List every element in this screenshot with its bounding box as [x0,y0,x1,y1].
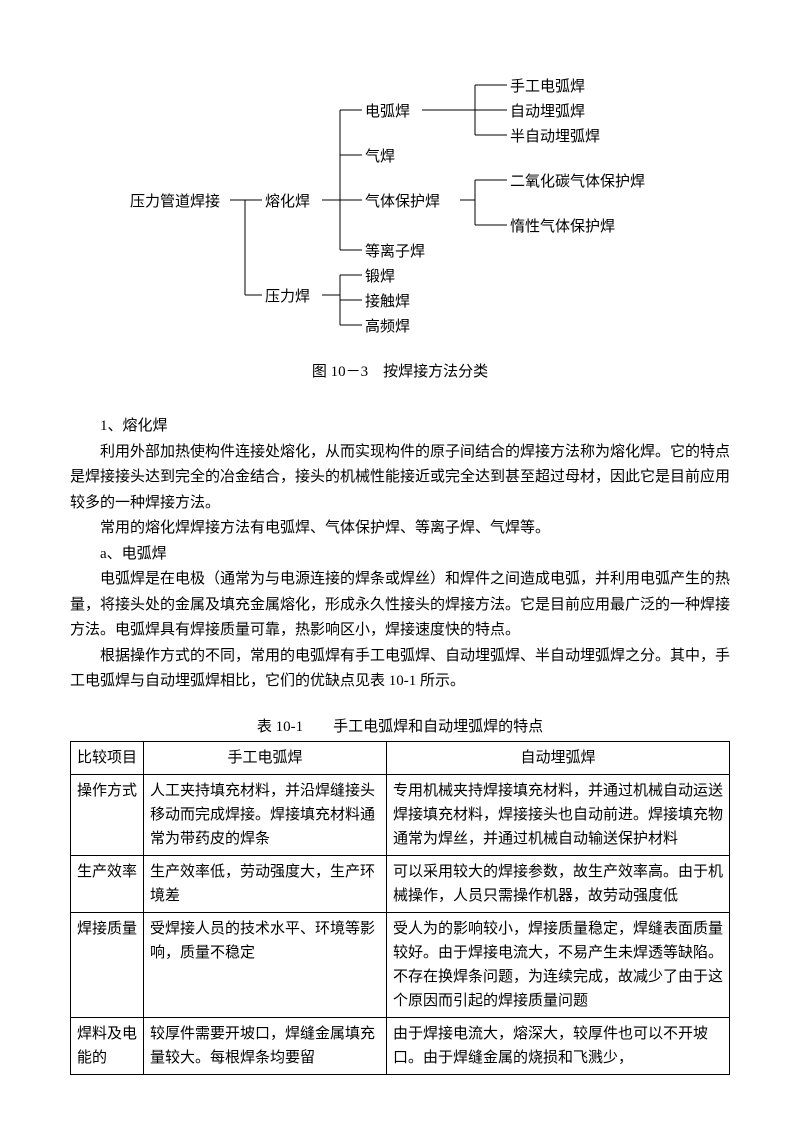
table-row: 焊接质量 受焊接人员的技术水平、环境等影响，质量不稳定 受人为的影响较小，焊接质… [71,912,730,1017]
paragraph: 根据操作方式的不同，常用的电弧焊有手工电弧焊、自动埋弧焊、半自动埋弧焊之分。其中… [70,644,730,695]
tree-node-l2-6: 高频焊 [365,315,410,339]
table-cell: 操作方式 [71,774,144,855]
table-cell: 由于焊接电流大，熔深大，较厚件也可以不开坡口。由于焊缝金属的烧损和飞溅少， [387,1017,730,1074]
table-cell: 可以采用较大的焊接参数，故生产效率高。由于机械操作，人员只需操作机器，故劳动强度… [387,855,730,912]
tree-node-l1-1: 压力焊 [265,285,310,309]
table-caption: 表 10-1 手工电弧焊和自动埋弧焊的特点 [70,715,730,739]
tree-node-l3-2: 半自动埋弧焊 [510,125,600,149]
table-row: 生产效率 生产效率低，劳动强度大，生产环境差 可以采用较大的焊接参数，故生产效率… [71,855,730,912]
table-cell: 焊料及电能的 [71,1017,144,1074]
paragraph: 电弧焊是在电极（通常为与电源连接的焊条或焊丝）和焊件之间造成电弧，并利用电弧产生… [70,567,730,644]
paragraph: a、电弧焊 [70,542,730,568]
comparison-table: 比较项目 手工电弧焊 自动埋弧焊 操作方式 人工夹持填充材料，并沿焊缝接头移动而… [70,741,730,1075]
paragraph: 常用的熔化焊焊接方法有电弧焊、气体保护焊、等离子焊、气焊等。 [70,516,730,542]
tree-node-l2-5: 接触焊 [365,290,410,314]
table-cell: 受人为的影响较小，焊接质量稳定，焊缝表面质量较好。由于焊接电流大，不易产生未焊透… [387,912,730,1017]
table-cell: 专用机械夹持焊接填充材料，并通过机械自动运送焊接填充材料，焊接接头也自动前进。焊… [387,774,730,855]
tree-node-l2-3: 等离子焊 [365,240,425,264]
table-header: 自动埋弧焊 [387,741,730,774]
tree-node-l3-4: 惰性气体保护焊 [510,215,615,239]
paragraph: 利用外部加热使构件连接处熔化，从而实现构件的原子间结合的焊接方法称为熔化焊。它的… [70,440,730,517]
table-row: 操作方式 人工夹持填充材料，并沿焊缝接头移动而完成焊接。焊接填充材料通常为带药皮… [71,774,730,855]
tree-node-l2-4: 锻焊 [365,265,395,289]
table-cell: 人工夹持填充材料，并沿焊缝接头移动而完成焊接。焊接填充材料通常为带药皮的焊条 [144,774,387,855]
table-header: 手工电弧焊 [144,741,387,774]
tree-node-l2-1: 气焊 [365,145,395,169]
tree-node-l3-3: 二氧化碳气体保护焊 [510,170,645,194]
table-cell: 焊接质量 [71,912,144,1017]
tree-node-l3-0: 手工电弧焊 [510,75,585,99]
tree-node-l2-0: 电弧焊 [365,100,410,124]
table-cell: 生产效率 [71,855,144,912]
table-row: 焊料及电能的 较厚件需要开坡口，焊缝金属填充量较大。每根焊条均要留 由于焊接电流… [71,1017,730,1074]
table-header: 比较项目 [71,741,144,774]
table-cell: 受焊接人员的技术水平、环境等影响，质量不稳定 [144,912,387,1017]
figure-caption: 图 10－3 按焊接方法分类 [70,360,730,384]
tree-node-l1-0: 熔化焊 [265,190,310,214]
tree-root: 压力管道焊接 [130,190,220,214]
table-cell: 较厚件需要开坡口，焊缝金属填充量较大。每根焊条均要留 [144,1017,387,1074]
paragraph: 1、熔化焊 [70,414,730,440]
tree-node-l3-1: 自动埋弧焊 [510,100,585,124]
table-cell: 生产效率低，劳动强度大，生产环境差 [144,855,387,912]
table-header-row: 比较项目 手工电弧焊 自动埋弧焊 [71,741,730,774]
classification-tree-diagram: 压力管道焊接 熔化焊 压力焊 电弧焊 气焊 气体保护焊 等离子焊 锻焊 接触焊 … [70,60,730,340]
tree-node-l2-2: 气体保护焊 [365,190,440,214]
body-text: 1、熔化焊 利用外部加热使构件连接处熔化，从而实现构件的原子间结合的焊接方法称为… [70,414,730,695]
